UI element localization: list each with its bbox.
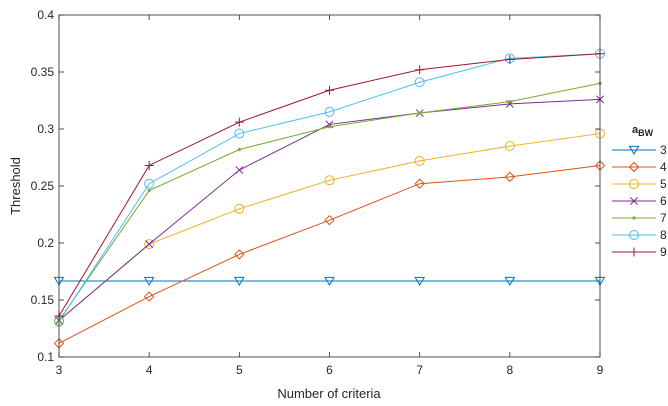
data-point <box>414 276 426 286</box>
data-point <box>324 214 335 226</box>
data-point <box>628 145 640 156</box>
data-point <box>505 54 515 64</box>
x-tick-label: 3 <box>56 363 63 377</box>
data-point <box>414 178 425 189</box>
data-point <box>235 166 244 174</box>
data-point <box>629 179 639 189</box>
data-point <box>504 171 516 183</box>
data-point <box>234 249 245 260</box>
data-point <box>143 291 155 302</box>
y-tick-label: 0.4 <box>37 8 54 22</box>
legend-label: 4 <box>660 160 667 174</box>
data-point <box>630 197 638 205</box>
legend-item-5: 5 <box>612 177 667 191</box>
data-point <box>327 125 332 129</box>
legend-item-4: 4 <box>612 160 667 174</box>
data-point <box>324 175 335 186</box>
x-tick-label: 6 <box>326 363 333 377</box>
legend: aBW 3 4 5 6 7 8 9 <box>612 124 667 259</box>
x-tick-label: 9 <box>597 363 604 377</box>
legend-label: 8 <box>660 228 667 242</box>
data-point <box>147 188 151 193</box>
x-tick-label: 5 <box>236 363 243 377</box>
y-tick-label: 0.25 <box>31 179 55 193</box>
y-axis-label: Threshold <box>8 157 23 215</box>
plot-background <box>59 15 600 357</box>
legend-item-3: 3 <box>612 143 667 157</box>
data-point <box>234 203 245 214</box>
data-point <box>143 276 155 286</box>
y-tick-label: 0.35 <box>31 65 55 79</box>
data-point <box>504 141 515 152</box>
data-point <box>629 247 639 257</box>
legend-label: 6 <box>660 194 667 208</box>
data-point <box>632 216 636 220</box>
legend-label: 7 <box>660 211 667 225</box>
data-point <box>144 239 155 250</box>
data-point <box>418 111 422 115</box>
data-point <box>415 65 425 75</box>
plot-area <box>59 15 600 357</box>
data-point <box>324 276 335 286</box>
data-point <box>325 85 334 95</box>
data-point <box>144 160 154 170</box>
axes-layer: 3 4 5 6 7 8 9 0.1 0.15 0.2 0.25 0.3 0.35 0.4 <box>31 8 604 377</box>
data-point <box>629 230 639 240</box>
data-point <box>508 100 512 104</box>
data-point <box>237 147 241 152</box>
series-line <box>58 164 601 344</box>
legend-item-6: 6 <box>612 194 667 208</box>
legend-title-subscript: BW <box>638 128 653 138</box>
series-4 <box>53 160 606 349</box>
data-point <box>145 240 154 249</box>
legend-item-7: 7 <box>612 211 667 225</box>
y-tick-label: 0.15 <box>31 293 55 307</box>
data-point <box>628 161 640 173</box>
legend-label: 5 <box>660 177 667 191</box>
x-tick-label: 8 <box>506 363 513 377</box>
data-point <box>504 276 516 286</box>
x-tick-label: 4 <box>146 363 153 377</box>
legend-label: 3 <box>660 143 667 157</box>
data-point <box>234 128 245 139</box>
y-tick-label: 0.3 <box>37 122 54 136</box>
data-point <box>234 117 244 127</box>
data-point <box>414 77 425 88</box>
series-layer <box>53 48 606 349</box>
y-tick-label: 0.2 <box>37 236 54 250</box>
data-point <box>414 155 425 166</box>
legend-title: aBW <box>632 124 654 138</box>
y-tick-label: 0.1 <box>37 350 54 364</box>
legend-label: 9 <box>660 245 667 259</box>
x-axis-label: Number of criteria <box>277 386 381 401</box>
legend-item-8: 8 <box>612 228 667 242</box>
x-tick-label: 7 <box>416 363 423 377</box>
data-point <box>324 106 335 117</box>
data-point <box>144 178 155 189</box>
legend-item-9: 9 <box>612 245 667 259</box>
series-7 <box>57 81 602 323</box>
data-point <box>233 276 245 286</box>
